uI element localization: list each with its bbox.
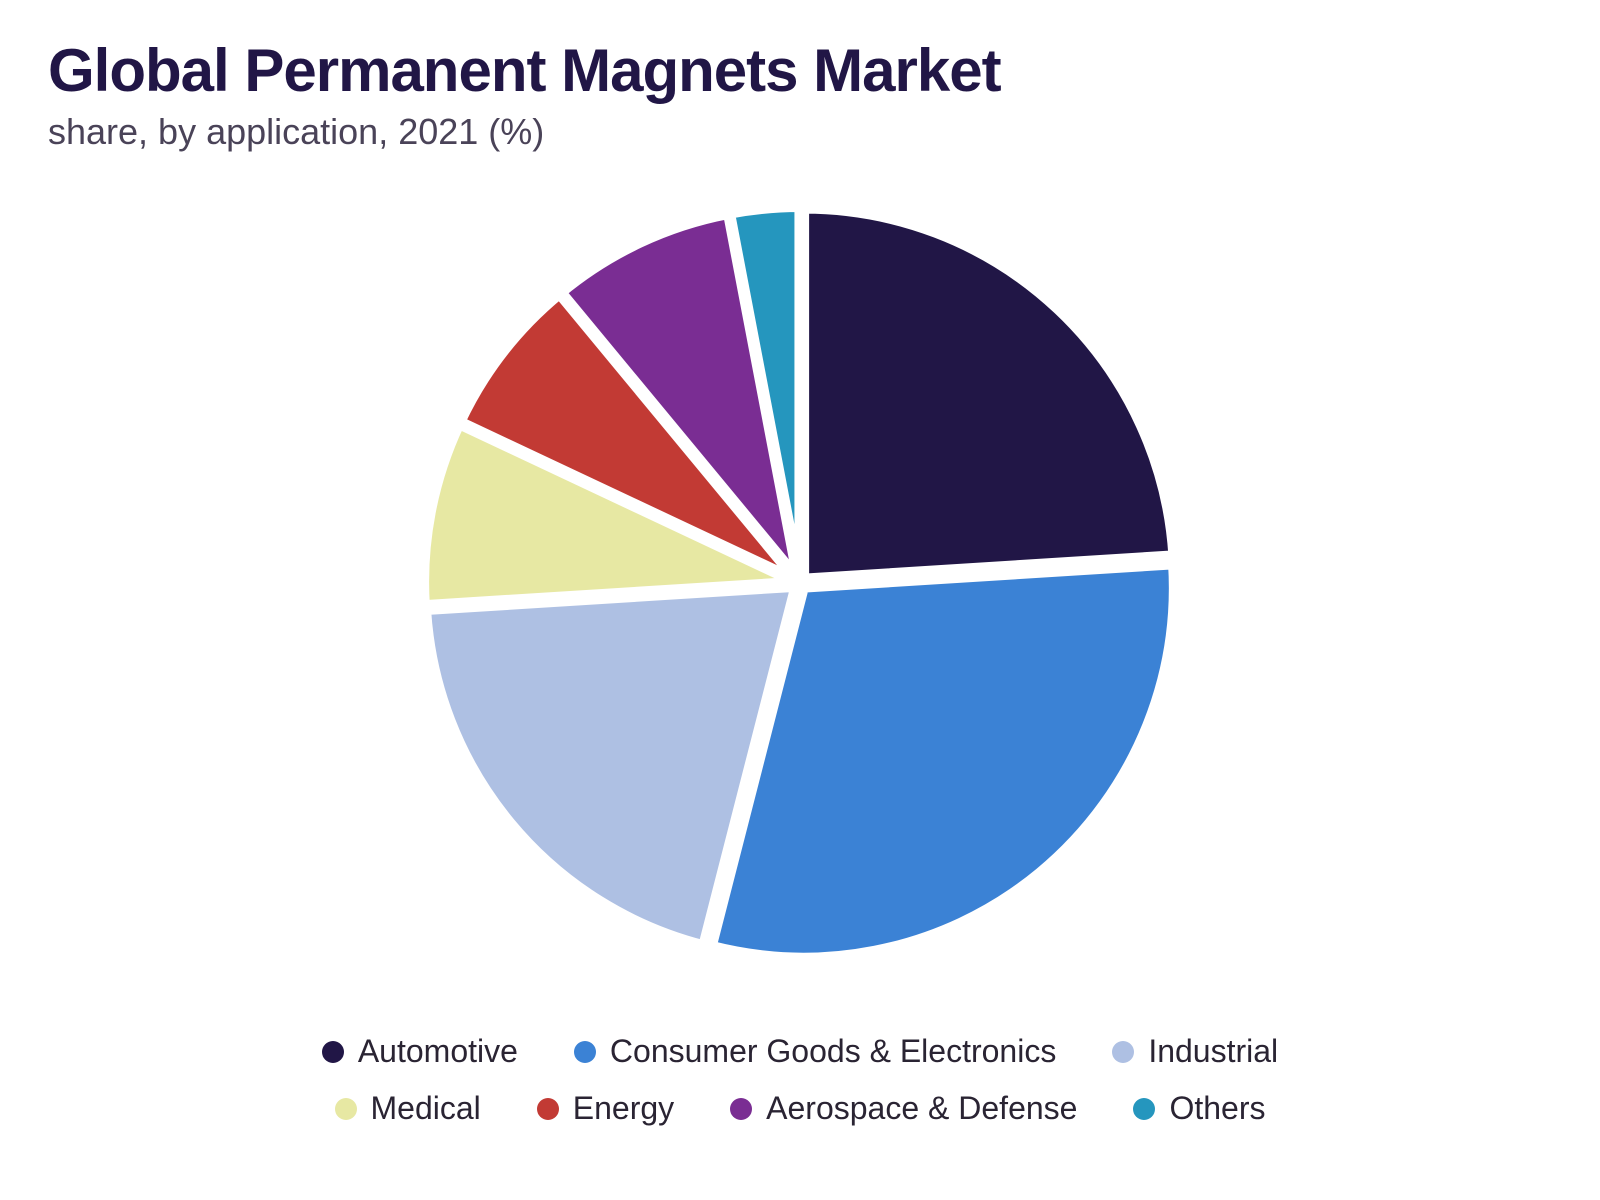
legend-swatch bbox=[537, 1098, 559, 1120]
legend-swatch bbox=[574, 1041, 596, 1063]
legend-label: Consumer Goods & Electronics bbox=[610, 1033, 1056, 1070]
chart-subtitle: share, by application, 2021 (%) bbox=[48, 111, 1552, 153]
chart-legend: Automotive Consumer Goods & Electronics In… bbox=[100, 1033, 1500, 1127]
legend-label: Industrial bbox=[1148, 1033, 1278, 1070]
legend-swatch bbox=[730, 1098, 752, 1120]
legend-swatch bbox=[322, 1041, 344, 1063]
legend-label: Medical bbox=[371, 1090, 481, 1127]
legend-item: Medical bbox=[335, 1090, 481, 1127]
pie-slice bbox=[804, 209, 1173, 579]
legend-swatch bbox=[335, 1098, 357, 1120]
pie-chart bbox=[400, 183, 1200, 983]
legend-label: Energy bbox=[573, 1090, 674, 1127]
legend-row: Automotive Consumer Goods & Electronics In… bbox=[100, 1033, 1500, 1070]
legend-swatch bbox=[1133, 1098, 1155, 1120]
legend-item: Consumer Goods & Electronics bbox=[574, 1033, 1056, 1070]
legend-item: Others bbox=[1133, 1090, 1265, 1127]
chart-title: Global Permanent Magnets Market bbox=[48, 36, 1552, 105]
legend-label: Aerospace & Defense bbox=[766, 1090, 1077, 1127]
legend-item: Automotive bbox=[322, 1033, 518, 1070]
legend-label: Others bbox=[1169, 1090, 1265, 1127]
legend-swatch bbox=[1112, 1041, 1134, 1063]
legend-row: Medical Energy Aerospace & Defense Others bbox=[100, 1090, 1500, 1127]
pie-chart-area bbox=[48, 183, 1552, 983]
legend-item: Industrial bbox=[1112, 1033, 1278, 1070]
legend-item: Aerospace & Defense bbox=[730, 1090, 1077, 1127]
legend-item: Energy bbox=[537, 1090, 674, 1127]
legend-label: Automotive bbox=[358, 1033, 518, 1070]
